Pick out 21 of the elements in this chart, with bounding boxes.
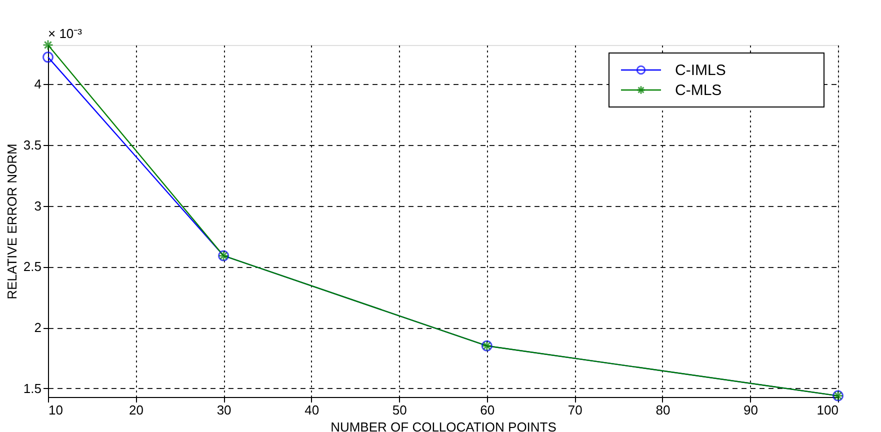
x-tick-label: 30 [216,402,232,418]
y-tick-label: 3 [34,198,42,214]
x-axis-title: NUMBER OF COLLOCATION POINTS [330,420,557,432]
x-tick-label: 50 [392,402,407,418]
y-tick-label: 3.5 [23,137,42,152]
y-tick-label: 2.5 [23,259,42,274]
x-tick-label: 20 [129,402,144,418]
x-tick-label: 40 [304,402,320,418]
x-tick-label: 10 [48,402,63,418]
y-tick-label: 2 [34,320,42,336]
y-tick-label: 4 [34,76,42,92]
y-tick-label: 1.5 [23,380,42,396]
x-tick-label: 100 [816,402,838,418]
x-tick-label: 90 [743,402,758,418]
x-tick-label: 60 [480,402,495,418]
text: × 10⁻³ [48,26,83,41]
y-axis-title: RELATIVE ERROR NORM [4,144,20,300]
legend-label: C-IMLS [675,62,726,79]
x-tick-label: 80 [656,402,670,418]
x-tick-label: 70 [568,402,582,418]
legend-label: C-MLS [675,82,722,99]
